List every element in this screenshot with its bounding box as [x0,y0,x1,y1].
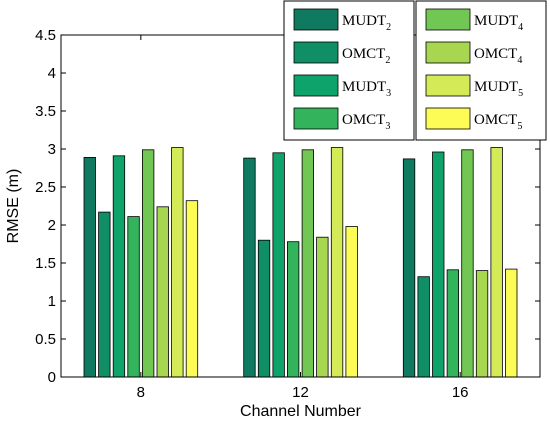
x-tick-label: 8 [137,384,145,401]
legend-series-name: OMCT [474,46,517,62]
bar [156,206,169,378]
bar [417,276,430,378]
y-axis-label: RMSE (m) [5,169,22,244]
y-tick-label: 0.5 [35,331,56,348]
legend-series-name: OMCT [342,46,385,62]
legend-swatch [293,107,339,130]
legend-series-subscript: 4 [518,22,523,33]
bar [330,147,344,378]
bar [185,200,199,378]
legend-swatch [425,107,471,130]
legend-swatch [425,74,471,97]
legend-series-subscript: 2 [386,22,391,33]
bar [112,155,126,378]
bar [83,156,96,378]
bar [127,216,140,378]
bar [402,158,416,378]
y-tick-label: 3 [48,141,56,158]
bars-layer [83,147,518,378]
legend-swatch [425,41,471,64]
legend-entry-label: OMCT3 [342,112,390,132]
x-axis-label: Channel Number [240,403,362,420]
bar [257,239,271,378]
legend-series-subscript: 3 [385,121,390,132]
y-tick-label: 2.5 [35,179,56,196]
legend-entry-label: OMCT5 [474,112,522,132]
legend-swatch [425,8,471,31]
axes-layer: 8 12 16 0 0.5 1 1.5 2 2.5 3 3.5 4 4.5 [35,27,540,401]
bar [301,149,315,378]
legend-series-name: MUDT [474,79,518,95]
bar [316,236,329,378]
x-tick-label: 16 [452,384,469,401]
y-tick-label: 4.5 [35,27,56,44]
bar [345,226,358,378]
legend-series-subscript: 3 [386,88,391,99]
legend-entry-label: MUDT2 [342,13,391,33]
legend-series-name: MUDT [342,79,386,95]
y-tick-label: 1 [48,293,56,310]
legend-swatch [293,74,339,97]
legend-series-name: MUDT [342,13,386,29]
legend-series-name: OMCT [474,112,517,128]
y-tick-label: 4 [48,65,56,82]
legend-swatch [293,8,339,31]
y-tick-label: 2 [48,217,56,234]
bar [461,149,474,378]
bar [141,149,155,378]
bar [490,147,503,378]
legend-series-subscript: 5 [517,121,522,132]
legend-entry-label: MUDT3 [342,79,391,99]
x-tick-label: 12 [292,384,309,401]
legend-series-subscript: 4 [517,55,522,66]
bar [243,157,256,378]
legend-series-name: MUDT [474,13,518,29]
y-tick-label: 1.5 [35,255,56,272]
bar [98,211,111,378]
bar [171,147,184,378]
legend-series-name: OMCT [342,112,385,128]
legend-entry-label: MUDT4 [474,13,523,33]
legend-entry-label: OMCT4 [474,46,522,66]
legend-entry-label: OMCT2 [342,46,390,66]
bar [446,269,460,378]
bar [286,241,300,378]
y-tick-label: 3.5 [35,103,56,120]
legend-swatch [293,41,339,64]
bar [475,270,489,378]
bar [505,268,518,378]
bar [272,152,285,378]
legend-series-subscript: 5 [518,88,523,99]
bar [432,151,445,378]
legend-entry-label: MUDT5 [474,79,523,99]
y-tick-label: 0 [48,369,56,386]
legend-series-subscript: 2 [385,55,390,66]
